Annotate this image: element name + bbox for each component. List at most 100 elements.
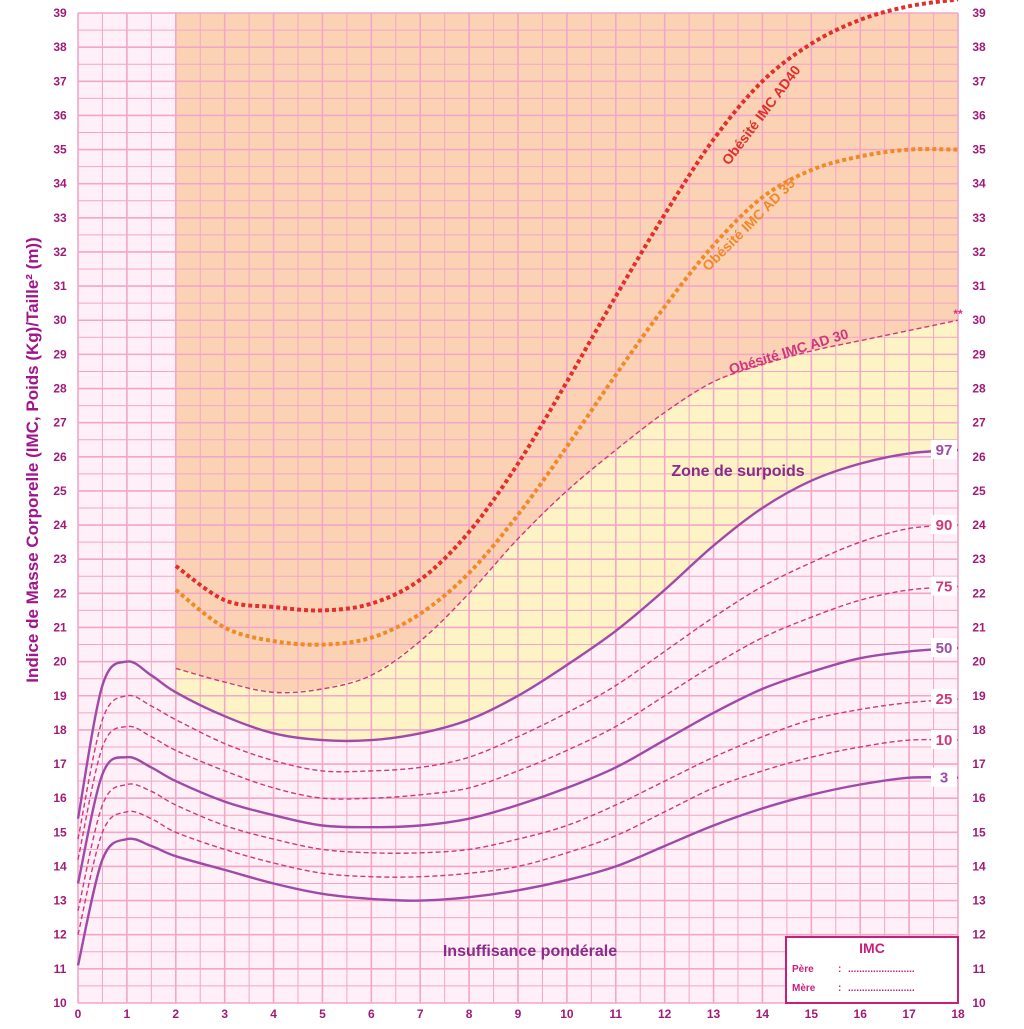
percentile-label-bg <box>931 730 957 750</box>
x-tick-9: 9 <box>515 1007 522 1021</box>
y-tick-right-16: 16 <box>972 791 986 805</box>
series-line-97 <box>76 448 959 819</box>
y-tick-right-22: 22 <box>972 586 986 600</box>
x-tick-5: 5 <box>319 1007 326 1021</box>
y-tick-left-14: 14 <box>53 859 67 873</box>
y-tick-right-14: 14 <box>972 859 986 873</box>
y-tick-right-19: 19 <box>972 689 986 703</box>
y-tick-left-23: 23 <box>53 552 67 566</box>
x-tick-14: 14 <box>756 1007 770 1021</box>
y-tick-right-33: 33 <box>972 211 986 225</box>
series-line-10 <box>77 738 959 935</box>
percentile-label-50: 50 <box>936 640 953 657</box>
y-tick-left-15: 15 <box>53 825 67 839</box>
y-tick-left-37: 37 <box>53 74 67 88</box>
y-tick-right-11: 11 <box>973 962 986 976</box>
x-tick-6: 6 <box>368 1007 375 1021</box>
y-tick-right-34: 34 <box>972 177 986 191</box>
y-tick-left-18: 18 <box>53 723 67 737</box>
x-tick-12: 12 <box>658 1007 672 1021</box>
y-tick-left-22: 22 <box>53 586 67 600</box>
y-tick-right-21: 21 <box>972 620 986 634</box>
y-tick-right-12: 12 <box>972 928 986 942</box>
y-tick-right-10: 10 <box>972 996 986 1010</box>
legend-pere-dots: ........................ <box>848 964 915 975</box>
y-axis-label: Indice de Masse Corporelle (IMC, Poids (… <box>23 237 42 683</box>
series-line-75 <box>77 585 959 860</box>
y-tick-left-31: 31 <box>53 279 67 293</box>
series-line-ob-sit-imc-ad-40 <box>174 0 959 613</box>
series-line-50 <box>76 646 959 884</box>
grid-layer <box>77 12 959 1004</box>
y-tick-right-27: 27 <box>972 416 986 430</box>
y-tick-left-33: 33 <box>53 211 67 225</box>
y-tick-left-32: 32 <box>53 245 67 259</box>
y-tick-right-31: 31 <box>972 279 986 293</box>
percentile-label-25: 25 <box>936 691 953 708</box>
y-tick-left-34: 34 <box>53 177 67 191</box>
y-tick-right-30: 30 <box>972 313 986 327</box>
lines-layer <box>76 0 959 966</box>
x-tick-15: 15 <box>805 1007 819 1021</box>
x-tick-8: 8 <box>466 1007 473 1021</box>
legend-mere-sep: : <box>838 983 841 994</box>
x-tick-17: 17 <box>902 1007 916 1021</box>
y-tick-right-15: 15 <box>972 825 986 839</box>
percentile-label-10: 10 <box>936 732 953 749</box>
x-tick-10: 10 <box>560 1007 574 1021</box>
y-tick-left-26: 26 <box>53 450 67 464</box>
y-tick-left-35: 35 <box>53 143 67 157</box>
percentile-label-97: 97 <box>936 442 953 459</box>
y-tick-right-25: 25 <box>972 484 986 498</box>
y-tick-right-23: 23 <box>972 552 986 566</box>
y-tick-left-27: 27 <box>53 416 67 430</box>
y-tick-right-32: 32 <box>972 245 986 259</box>
y-tick-right-24: 24 <box>972 518 986 532</box>
y-tick-right-39: 39 <box>972 6 986 20</box>
legend-pere-sep: : <box>838 964 841 975</box>
y-tick-left-39: 39 <box>53 6 67 20</box>
y-tick-right-20: 20 <box>972 655 986 669</box>
imc-legend-box: IMC Père : ........................ Mère… <box>785 936 959 1004</box>
x-tick-13: 13 <box>707 1007 721 1021</box>
percentile-label-bg <box>931 689 957 709</box>
percentile-label-bg <box>931 439 957 459</box>
x-tick-16: 16 <box>854 1007 868 1021</box>
x-tick-18: 18 <box>951 1007 965 1021</box>
legend-pere-label: Père <box>792 964 814 975</box>
series-line-ob-sit-imc-ad-30 <box>175 319 959 694</box>
legend-mere-label: Mère <box>792 983 816 994</box>
y-tick-right-29: 29 <box>972 347 986 361</box>
y-tick-right-13: 13 <box>972 894 986 908</box>
y-tick-right-18: 18 <box>972 723 986 737</box>
y-tick-right-28: 28 <box>972 382 986 396</box>
y-tick-left-17: 17 <box>53 757 67 771</box>
x-tick-1: 1 <box>124 1007 131 1021</box>
legend-mere-dots: ........................ <box>848 983 915 994</box>
zone-surpoids-label: Zone de surpoids <box>671 463 804 480</box>
x-tick-4: 4 <box>270 1007 277 1021</box>
series-line-25 <box>77 698 959 911</box>
y-tick-left-13: 13 <box>53 894 67 908</box>
percentile-label-bg <box>931 576 957 596</box>
percentile-label-bg <box>931 515 957 535</box>
y-tick-left-38: 38 <box>53 40 67 54</box>
y-tick-left-29: 29 <box>53 347 67 361</box>
y-tick-right-26: 26 <box>972 450 986 464</box>
insuffisance-label: Insuffisance pondérale <box>443 943 617 960</box>
y-tick-left-25: 25 <box>53 484 67 498</box>
percentile-label-3: 3 <box>940 770 948 787</box>
y-tick-left-16: 16 <box>53 791 67 805</box>
percentile-label-bg <box>931 637 957 657</box>
x-tick-3: 3 <box>221 1007 228 1021</box>
y-tick-right-38: 38 <box>972 40 986 54</box>
percentile-label-bg <box>931 767 957 787</box>
series-line-ob-sit-imc-ad-35 <box>174 147 959 647</box>
x-tick-0: 0 <box>75 1007 82 1021</box>
asterisks: ** <box>953 307 963 321</box>
y-tick-left-12: 12 <box>53 928 67 942</box>
series-line-90 <box>77 524 959 840</box>
y-tick-left-36: 36 <box>53 108 67 122</box>
